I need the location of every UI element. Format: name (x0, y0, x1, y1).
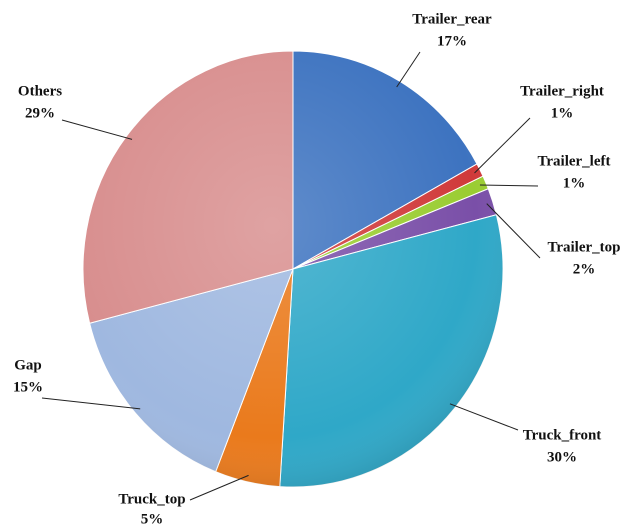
slice-label: Trailer_right (520, 83, 604, 99)
leader-line (396, 51, 421, 88)
slice-value-label: 17% (437, 33, 467, 49)
slice-value-label: 2% (573, 261, 596, 277)
slice-label: Trailer_rear (412, 11, 492, 27)
slice-value-label: 29% (25, 105, 55, 121)
leader-line (449, 403, 519, 431)
leader-line (479, 184, 539, 187)
slice-label: Truck_top (118, 491, 185, 507)
slice-value-label: 5% (141, 511, 164, 527)
slice-value-label: 1% (563, 175, 586, 191)
leader-line (486, 203, 541, 259)
slice-label: Truck_front (523, 427, 602, 443)
slice-label: Others (18, 83, 62, 99)
slice-label: Trailer_left (537, 153, 610, 169)
slice-value-label: 1% (551, 105, 574, 121)
leader-line (474, 117, 531, 174)
slice-label: Gap (14, 357, 42, 373)
leader-line (41, 397, 141, 410)
leader-line (189, 474, 249, 501)
pie (82, 50, 504, 488)
slice-value-label: 15% (13, 379, 43, 395)
slice-label: Trailer_top (547, 239, 620, 255)
labels: Trailer_rear 17% Trailer_right 1% Trailer_le… (13, 11, 621, 527)
leader-line (61, 119, 133, 140)
slice-value-label: 30% (547, 449, 577, 465)
